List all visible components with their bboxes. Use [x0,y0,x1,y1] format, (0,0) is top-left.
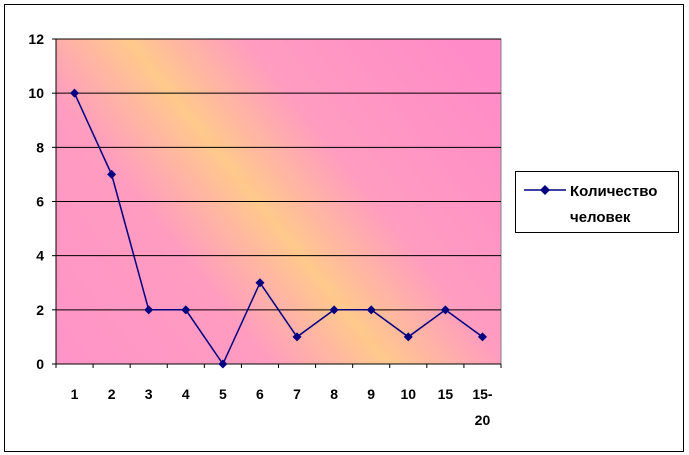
data-point [107,169,117,179]
data-point [144,305,154,315]
x-tick-label: 5 [219,386,227,402]
x-tick-label: 10 [401,386,417,402]
legend: Количество человек [515,171,679,233]
x-tick-label: 2 [108,386,116,402]
x-tick-label: 15-20 [472,386,493,428]
legend-label: Количество человек [570,183,658,226]
x-tick-label: 4 [182,386,190,402]
x-tick-label: 15 [438,386,454,402]
data-point [403,332,413,342]
data-point [329,305,339,315]
data-point [70,88,80,98]
data-point [218,359,228,369]
data-point [292,332,302,342]
x-tick-label: 9 [367,386,375,402]
x-tick-label: 6 [256,386,264,402]
y-tick-label: 4 [36,248,44,264]
x-tick-label: 8 [330,386,338,402]
data-point [255,278,265,288]
y-tick-label: 2 [36,302,44,318]
y-tick-label: 8 [36,139,44,155]
legend-marker-icon [524,185,566,195]
x-tick-label: 1 [71,386,79,402]
data-point [440,305,450,315]
y-tick-label: 12 [28,31,44,47]
y-tick-label: 10 [28,85,44,101]
y-tick-label: 0 [36,356,44,372]
x-tick-label: 3 [145,386,153,402]
y-tick-label: 6 [36,194,44,210]
data-point [181,305,191,315]
data-point [366,305,376,315]
data-point [477,332,487,342]
series-line [73,92,483,366]
x-tick-label: 7 [293,386,301,402]
